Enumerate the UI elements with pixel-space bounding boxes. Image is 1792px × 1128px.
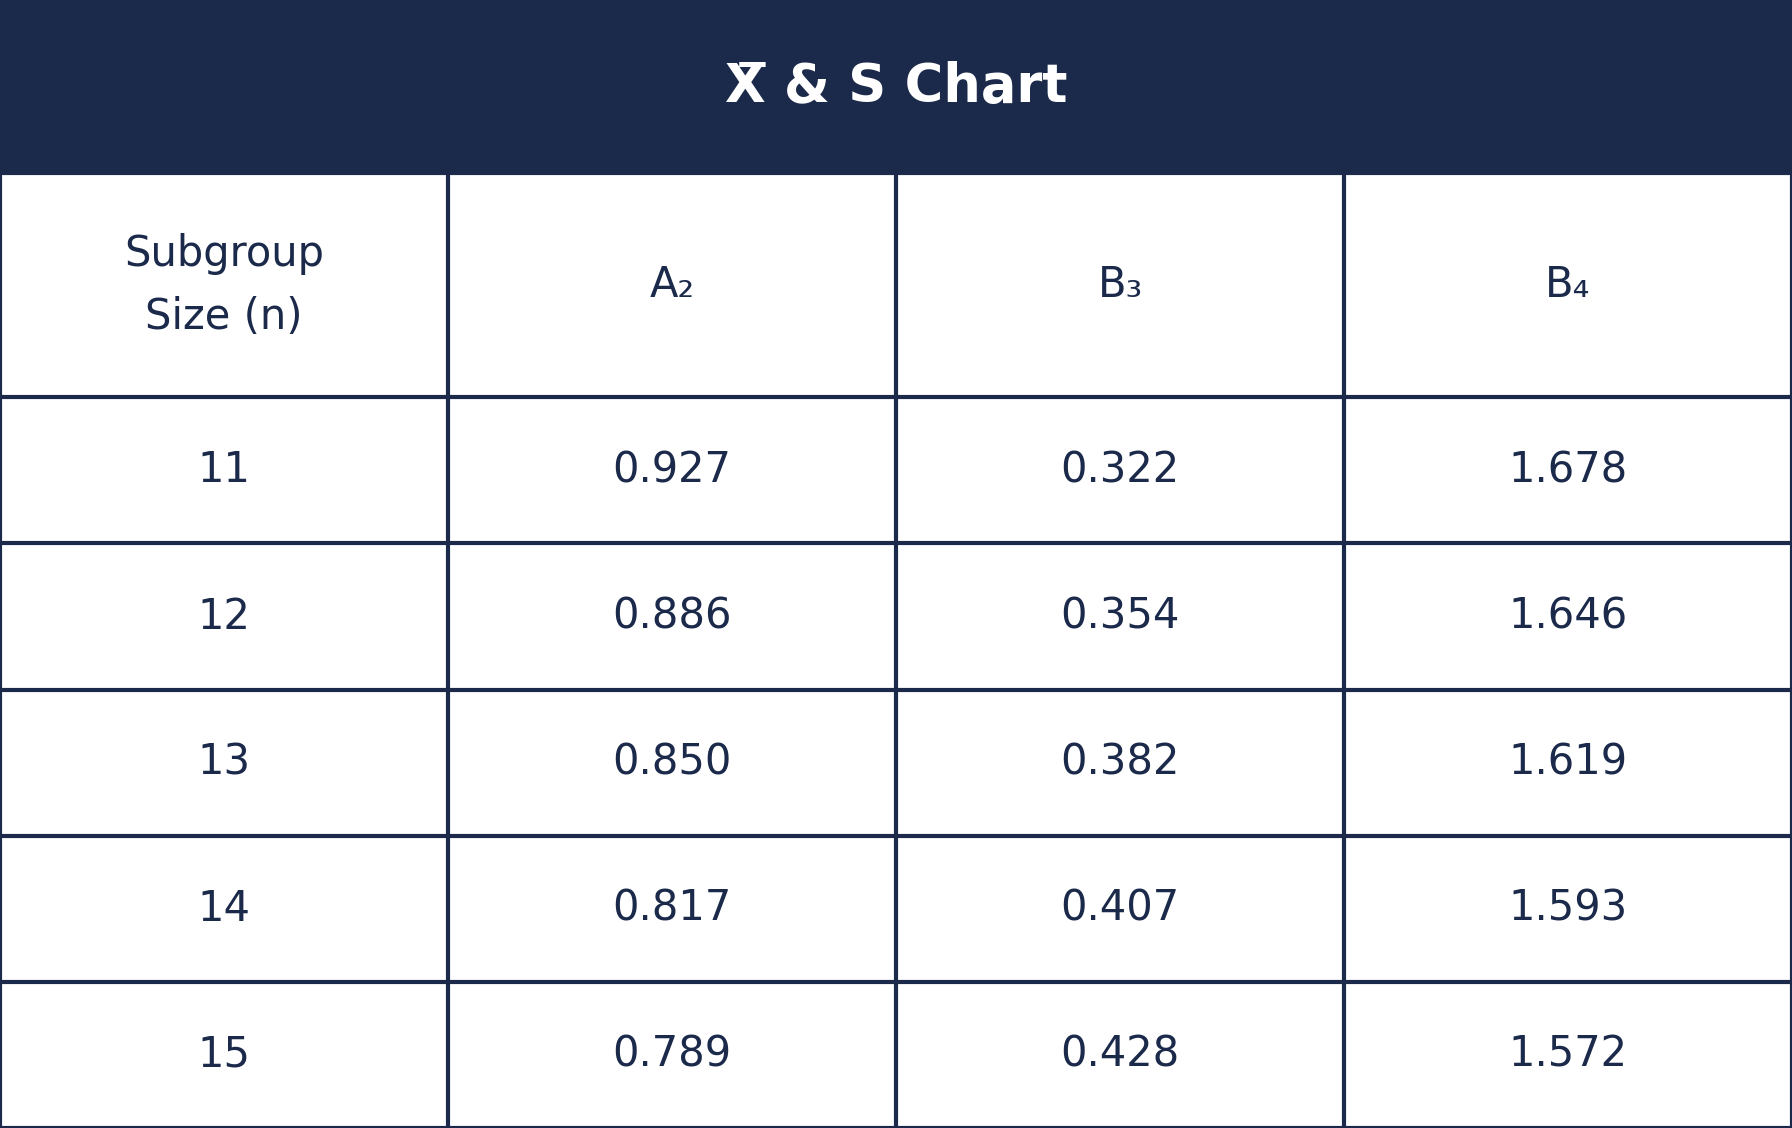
Text: 1.619: 1.619 [1509,742,1627,784]
Text: 1.646: 1.646 [1509,596,1627,637]
Text: 0.789: 0.789 [613,1034,731,1076]
Text: 11: 11 [197,449,251,492]
Text: B₃: B₃ [1097,264,1143,306]
Text: 0.322: 0.322 [1061,449,1179,492]
Bar [0,0,1792,173]
Text: B₄: B₄ [1545,264,1591,306]
Text: X̅ & S Chart: X̅ & S Chart [724,61,1068,113]
Text: 0.428: 0.428 [1061,1034,1179,1076]
Text: 15: 15 [197,1034,251,1076]
Bar [0,173,1792,1128]
Text: 1.678: 1.678 [1509,449,1627,492]
Text: 0.382: 0.382 [1061,742,1179,784]
Text: 12: 12 [197,596,251,637]
Text: 1.572: 1.572 [1509,1034,1627,1076]
Text: Size (n): Size (n) [145,296,303,337]
Text: 0.354: 0.354 [1061,596,1179,637]
Text: 0.850: 0.850 [613,742,731,784]
Text: 0.407: 0.407 [1061,888,1179,929]
Text: 14: 14 [197,888,251,929]
Text: A₂: A₂ [649,264,695,306]
Text: Subgroup: Subgroup [124,232,324,275]
Text: 0.927: 0.927 [613,449,731,492]
Bar [0,173,1792,1128]
Text: 0.817: 0.817 [613,888,731,929]
Text: 1.593: 1.593 [1509,888,1627,929]
Text: 13: 13 [197,742,251,784]
Text: 0.886: 0.886 [613,596,731,637]
